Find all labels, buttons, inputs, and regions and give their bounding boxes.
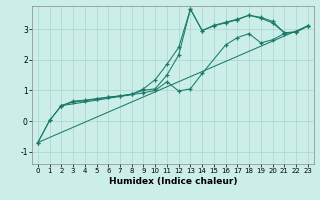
X-axis label: Humidex (Indice chaleur): Humidex (Indice chaleur) <box>108 177 237 186</box>
